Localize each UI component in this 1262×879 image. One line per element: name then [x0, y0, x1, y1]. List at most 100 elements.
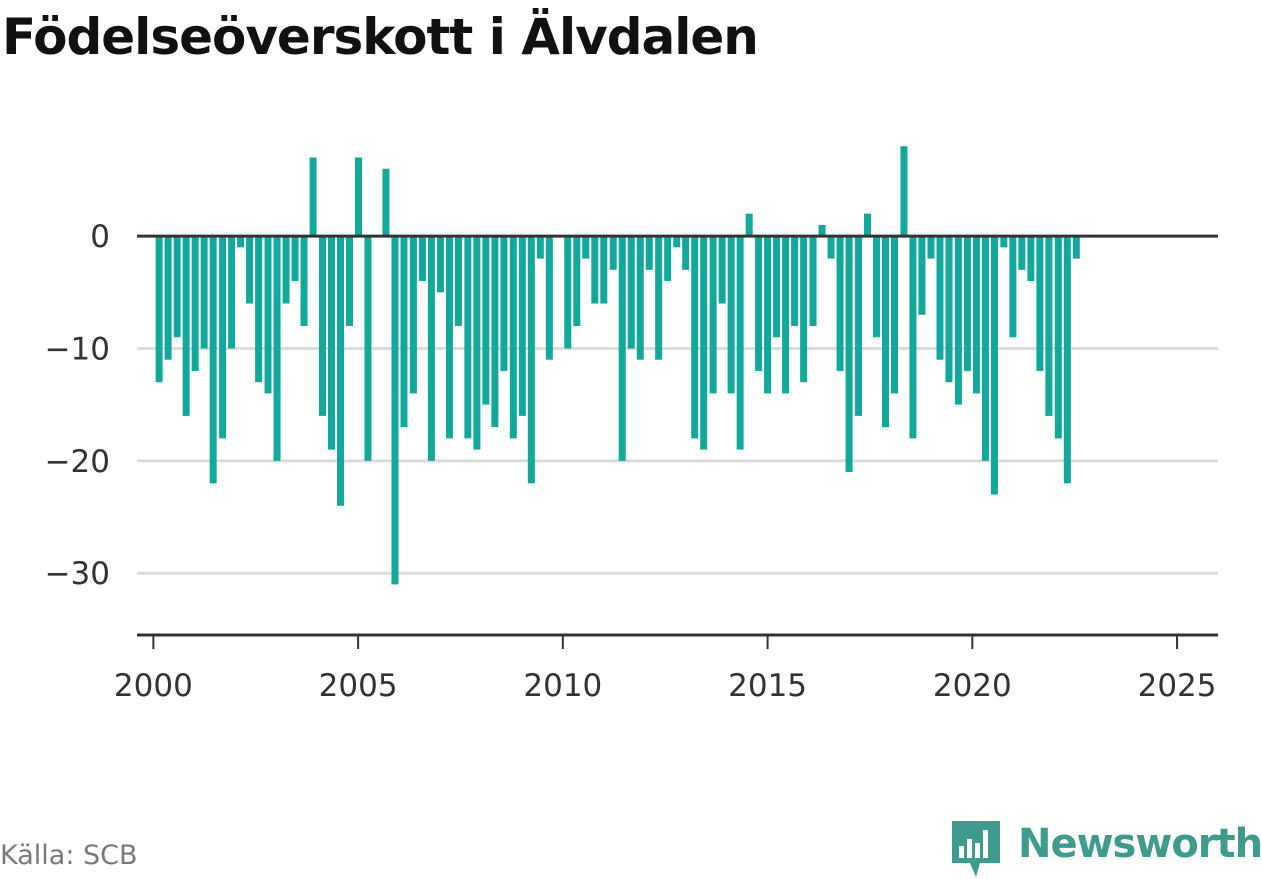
bar — [564, 236, 572, 349]
bar — [1027, 236, 1035, 282]
bar — [863, 213, 871, 237]
x-tick-label: 2005 — [319, 668, 398, 704]
bar — [509, 236, 517, 439]
brand-name: Newsworthy — [1018, 821, 1262, 867]
y-tick-label: 0 — [90, 219, 110, 255]
bar — [291, 236, 299, 282]
bar — [782, 236, 790, 394]
bar — [1063, 236, 1071, 484]
bar — [827, 236, 835, 259]
bar — [464, 236, 472, 439]
bar — [882, 236, 890, 428]
bar — [609, 236, 617, 270]
x-tick-label: 2015 — [728, 668, 807, 704]
bar — [927, 236, 935, 259]
bar — [536, 236, 544, 259]
source-note: Källa: SCB — [0, 840, 138, 871]
bar — [727, 236, 735, 394]
bar — [1000, 236, 1008, 248]
bar — [337, 236, 345, 506]
bar — [709, 236, 717, 394]
x-tick-label: 2010 — [523, 668, 602, 704]
bar — [309, 157, 317, 237]
bar — [800, 236, 808, 383]
bar — [1036, 236, 1044, 371]
bar — [473, 236, 481, 450]
bar — [773, 236, 781, 338]
bar — [173, 236, 181, 338]
bar — [328, 236, 335, 450]
bar — [1054, 236, 1062, 439]
bar — [219, 236, 227, 439]
bar — [1009, 236, 1017, 338]
bar — [391, 236, 399, 585]
bar — [636, 236, 644, 360]
y-tick-label: −10 — [45, 331, 110, 367]
bar — [228, 236, 236, 349]
bar — [909, 236, 917, 439]
bar — [745, 213, 753, 237]
bar — [164, 236, 172, 360]
bar — [264, 236, 272, 394]
bar — [491, 236, 499, 428]
bar — [500, 236, 508, 371]
bar — [209, 236, 217, 484]
bar — [645, 236, 653, 270]
bar — [182, 236, 190, 416]
bar — [273, 236, 281, 461]
bar — [418, 236, 426, 282]
bar — [355, 157, 363, 237]
bar — [691, 236, 699, 439]
bar — [582, 236, 590, 259]
bar — [427, 236, 435, 461]
bar — [1072, 236, 1080, 259]
y-tick-label: −30 — [45, 556, 110, 592]
bar — [454, 236, 462, 327]
bar — [755, 236, 763, 371]
x-tick-label: 2025 — [1138, 668, 1217, 704]
x-tick-label: 2000 — [114, 668, 193, 704]
bar — [591, 236, 599, 304]
bar — [918, 236, 926, 315]
bar — [346, 236, 354, 327]
bar — [809, 236, 817, 327]
bar — [718, 236, 726, 304]
bar — [764, 236, 772, 394]
bar — [155, 236, 163, 383]
bar — [845, 236, 853, 473]
bar — [972, 236, 980, 394]
bar — [673, 236, 681, 248]
bar — [255, 236, 263, 383]
bar — [573, 236, 581, 327]
x-tick-label: 2020 — [933, 668, 1012, 704]
bar — [873, 236, 880, 338]
bar — [990, 236, 998, 495]
bar — [246, 236, 254, 304]
bar — [836, 236, 844, 371]
bar — [382, 168, 390, 237]
bar — [1045, 236, 1053, 416]
bar — [518, 236, 526, 416]
bar — [237, 236, 245, 248]
bar — [364, 236, 372, 461]
bar — [664, 236, 672, 282]
bar — [527, 236, 535, 484]
chart-title: Födelseöverskott i Älvdalen — [2, 8, 759, 66]
newsworthy-logo-icon — [952, 821, 1000, 877]
bar — [736, 236, 744, 450]
bar — [818, 224, 826, 237]
bar — [618, 236, 626, 461]
bar — [981, 236, 989, 461]
bar — [600, 236, 608, 304]
bar — [482, 236, 490, 405]
bars — [155, 146, 1080, 585]
y-tick-labels: 0 −10 −20 −30 — [45, 219, 110, 592]
bar — [963, 236, 971, 371]
bar — [300, 236, 308, 327]
bar — [445, 236, 453, 439]
bar — [282, 236, 290, 304]
bar — [954, 236, 962, 405]
bar — [682, 236, 690, 270]
bar — [945, 236, 953, 383]
